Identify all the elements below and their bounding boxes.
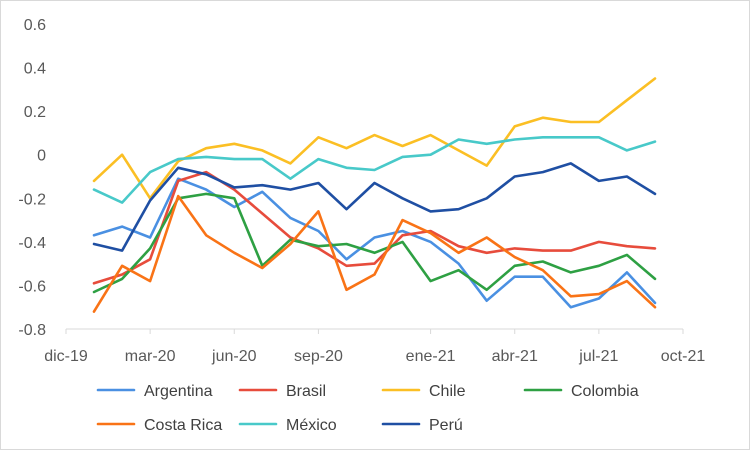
series-line-colombia bbox=[92, 192, 657, 294]
x-tick-label: mar-20 bbox=[125, 348, 176, 365]
x-tick-label: dic-19 bbox=[44, 348, 88, 365]
y-tick-label: -0.8 bbox=[18, 322, 46, 339]
legend-label-colombia: Colombia bbox=[571, 383, 639, 400]
x-tick-label: jul-21 bbox=[578, 348, 618, 365]
series-line-chile bbox=[92, 77, 657, 200]
x-tick-label: jun-20 bbox=[211, 348, 257, 365]
y-tick-label: 0.4 bbox=[24, 61, 46, 78]
x-tick-label: sep-20 bbox=[294, 348, 343, 365]
series-line-m-xico bbox=[92, 136, 657, 204]
legend-label-m-xico: México bbox=[286, 417, 337, 434]
y-tick-label: -0.2 bbox=[18, 191, 46, 208]
legend-label-chile: Chile bbox=[429, 383, 466, 400]
y-tick-label: 0.6 bbox=[24, 17, 46, 34]
legend: Argentina Brasil Chile Colombia Costa Rica Mé… bbox=[96, 383, 639, 434]
y-tick-label: 0 bbox=[37, 148, 46, 165]
legend-label-brasil: Brasil bbox=[286, 383, 326, 400]
legend-label-costa-rica: Costa Rica bbox=[144, 417, 222, 434]
legend-label-per-: Perú bbox=[429, 417, 463, 434]
x-tick-label: ene-21 bbox=[406, 348, 456, 365]
legend-label-argentina: Argentina bbox=[144, 383, 213, 400]
x-tick-label: oct-21 bbox=[661, 348, 706, 365]
series-line-per- bbox=[92, 162, 657, 252]
series-line-argentina bbox=[92, 177, 657, 309]
y-tick-label: 0.2 bbox=[24, 104, 46, 121]
series-line-brasil bbox=[92, 170, 657, 285]
y-tick-label: -0.6 bbox=[18, 278, 46, 295]
y-tick-label: -0.4 bbox=[18, 235, 46, 252]
x-tick-label: abr-21 bbox=[492, 348, 538, 365]
series-line-costa-rica bbox=[92, 194, 657, 313]
